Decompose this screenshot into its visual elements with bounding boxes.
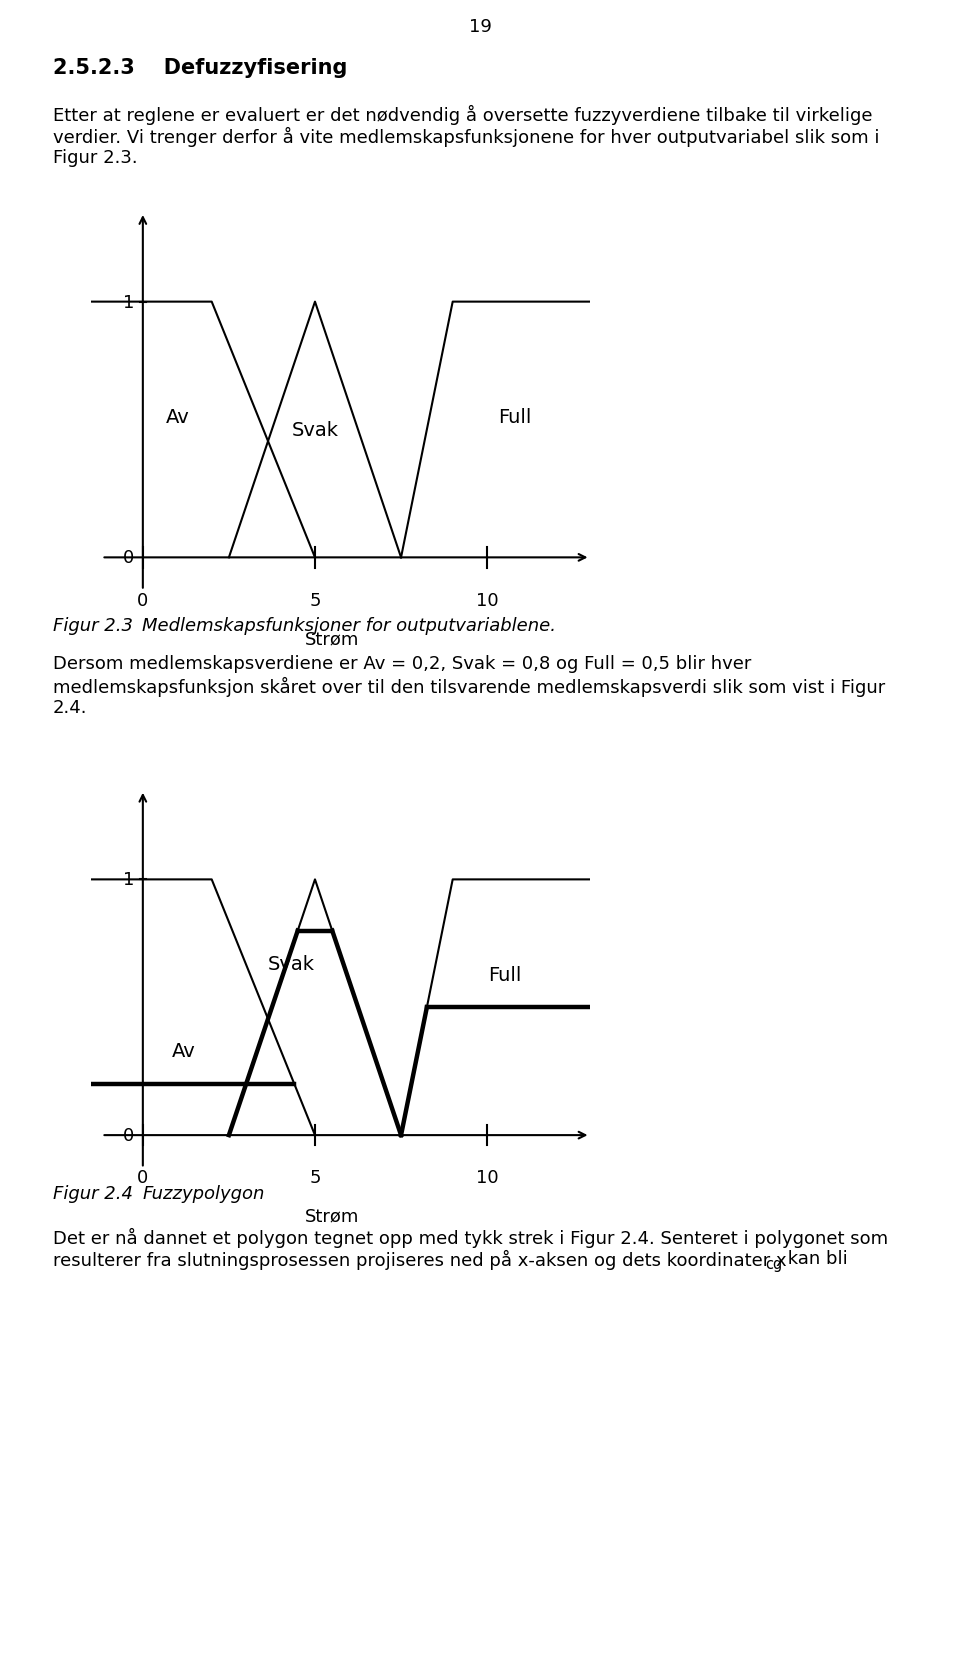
Text: cg: cg <box>765 1256 782 1271</box>
Text: Strøm: Strøm <box>305 1206 359 1225</box>
Text: Figur 2.3.: Figur 2.3. <box>53 148 137 166</box>
Text: Etter at reglene er evaluert er det nødvendig å oversette fuzzyverdiene tilbake : Etter at reglene er evaluert er det nødv… <box>53 105 873 125</box>
Text: Full: Full <box>488 965 521 983</box>
Text: 1: 1 <box>123 293 134 311</box>
Text: Figur 2.4: Figur 2.4 <box>53 1185 132 1203</box>
Text: resulterer fra slutningsprosessen projiseres ned på x-aksen og dets koordinater : resulterer fra slutningsprosessen projis… <box>53 1250 786 1270</box>
Text: 0: 0 <box>123 549 134 567</box>
Text: 10: 10 <box>476 591 498 609</box>
Text: 19: 19 <box>468 18 492 37</box>
Text: Figur 2.3: Figur 2.3 <box>53 617 132 634</box>
Text: Av: Av <box>172 1042 196 1060</box>
Text: 0: 0 <box>123 1127 134 1145</box>
Text: 2.4.: 2.4. <box>53 699 87 717</box>
Text: verdier. Vi trenger derfor å vite medlemskapsfunksjonene for hver outputvariabel: verdier. Vi trenger derfor å vite medlem… <box>53 126 879 146</box>
Text: 0: 0 <box>137 1168 149 1186</box>
Text: 2.5.2.3    Defuzzyfisering: 2.5.2.3 Defuzzyfisering <box>53 58 348 78</box>
Text: Det er nå dannet et polygon tegnet opp med tykk strek i Figur 2.4. Senteret i po: Det er nå dannet et polygon tegnet opp m… <box>53 1228 888 1248</box>
Text: Full: Full <box>498 408 531 428</box>
Text: Dersom medlemskapsverdiene er Av = 0,2, Svak = 0,8 og Full = 0,5 blir hver: Dersom medlemskapsverdiene er Av = 0,2, … <box>53 654 751 672</box>
Text: Fuzzypolygon: Fuzzypolygon <box>142 1185 264 1203</box>
Text: Svak: Svak <box>268 955 314 973</box>
Text: medlemskapsfunksjon skåret over til den tilsvarende medlemskapsverdi slik som vi: medlemskapsfunksjon skåret over til den … <box>53 677 885 697</box>
Text: Strøm: Strøm <box>305 629 359 647</box>
Text: kan bli: kan bli <box>782 1250 848 1268</box>
Text: 10: 10 <box>476 1168 498 1186</box>
Text: 0: 0 <box>137 591 149 609</box>
Text: Av: Av <box>165 408 189 428</box>
Text: 5: 5 <box>309 591 321 609</box>
Text: 5: 5 <box>309 1168 321 1186</box>
Text: Svak: Svak <box>292 421 339 439</box>
Text: Medlemskapsfunksjoner for outputvariablene.: Medlemskapsfunksjoner for outputvariable… <box>142 617 556 634</box>
Text: 1: 1 <box>123 870 134 889</box>
